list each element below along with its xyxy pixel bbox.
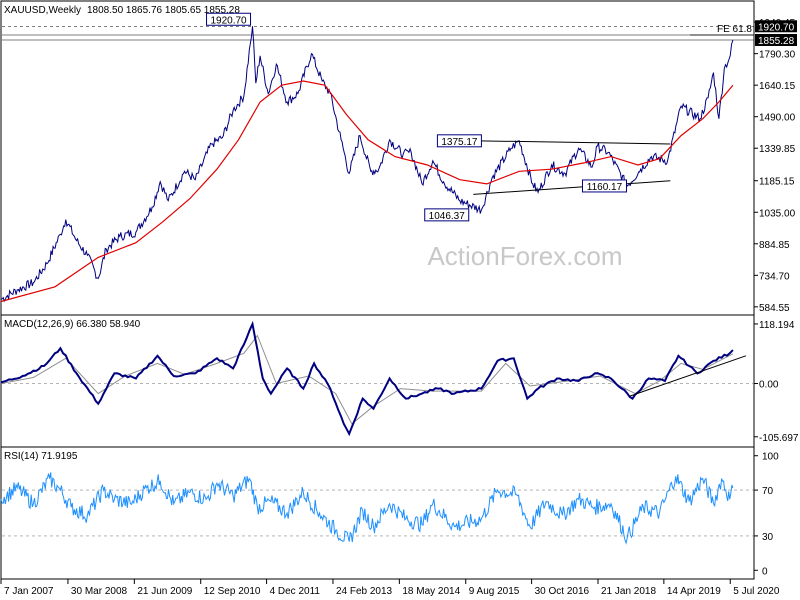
rsi-line [0,472,734,545]
rsi-y-tick-label: 30 [762,532,774,543]
x-tick-label: 4 Dec 2011 [270,586,321,597]
macd-trendline [629,355,747,397]
price-y-tick-label: 584.55 [759,303,790,314]
rsi-panel-frame [0,446,755,580]
price-panel-frame [0,0,755,316]
macd-panel-title: MACD(12,26,9) 66.380 58.940 [4,319,141,330]
macd-y-tick-label: 0.00 [759,380,779,391]
x-tick-label: 24 Feb 2013 [336,586,393,597]
price-y-tick-label: 1790.30 [759,50,796,61]
price-y-tick-label: 1640.15 [759,81,796,92]
x-tick-label: 14 Apr 2019 [667,586,721,597]
price-y-tick-label: 1035.00 [759,208,796,219]
axis-layer: 584.55 734.70 884.85 1035.00 1185.15 1339.85 1… [0,18,799,597]
price-annotation-label: 1046.37 [429,211,466,222]
price-panel-title: XAUUSD,Weekly [4,5,81,16]
price-annotation-box [424,208,470,222]
rsi-y-tick-label: 0 [762,566,768,577]
price-annotation-label: 1920.70 [210,15,247,26]
x-tick-label: 21 Jan 2018 [601,586,656,597]
fe-level-label: FE 61.8 [717,24,752,35]
macd-line [0,320,734,437]
x-tick-label: 30 Oct 2016 [535,586,590,597]
rsi-panel-title: RSI(14) 71.9195 [4,451,78,462]
x-tick-label: 21 Jun 2009 [137,586,192,597]
x-tick-label: 7 Jan 2007 [4,586,54,597]
price-badge-label: 1920.70 [758,22,795,33]
price-series-layer: FE 61.8 1920.70 1375.17 1046.37 1160.17 [0,12,754,303]
macd-series-layer [0,320,754,437]
moving-average-line [0,80,734,303]
price-badge [755,33,797,46]
macd-panel-frame [0,314,755,448]
price-y-tick-label: 1339.85 [759,144,796,155]
price-y-tick-label: 734.70 [759,271,790,282]
x-tick-label: 12 Sep 2010 [204,586,261,597]
x-tick-label: 5 Jul 2020 [733,586,780,597]
ohlc-header: 1808.50 1865.76 1805.65 1855.28 [87,5,240,16]
price-annotation-box [436,134,482,148]
price-annotation-label: 1375.17 [441,137,478,148]
rsi-y-tick-label: 70 [762,486,774,497]
rsi-y-tick-label: 100 [762,452,779,463]
price-trendline [478,140,671,145]
price-y-tick-label: 1490.00 [759,113,796,124]
x-tick-label: 18 May 2014 [402,586,460,597]
price-y-tick-label: 884.85 [759,240,790,251]
macd-signal-line [0,334,734,425]
x-tick-label: 30 Mar 2008 [71,586,128,597]
macd-y-tick-label: 118.194 [759,320,795,331]
price-badge [755,20,797,33]
price-y-tick-label: 1185.15 [759,177,795,188]
price-badge-label: 1855.28 [758,36,795,47]
price-line [0,26,734,303]
price-annotation-box [206,12,252,26]
price-annotation-label: 1160.17 [587,182,623,193]
macd-y-tick-label: -105.697 [759,433,799,444]
watermark: ActionForex.com [427,241,622,271]
price-trendline [473,180,671,195]
rsi-series-layer [0,472,754,545]
x-tick-label: 9 Aug 2015 [469,586,520,597]
price-annotation-box [581,179,627,193]
